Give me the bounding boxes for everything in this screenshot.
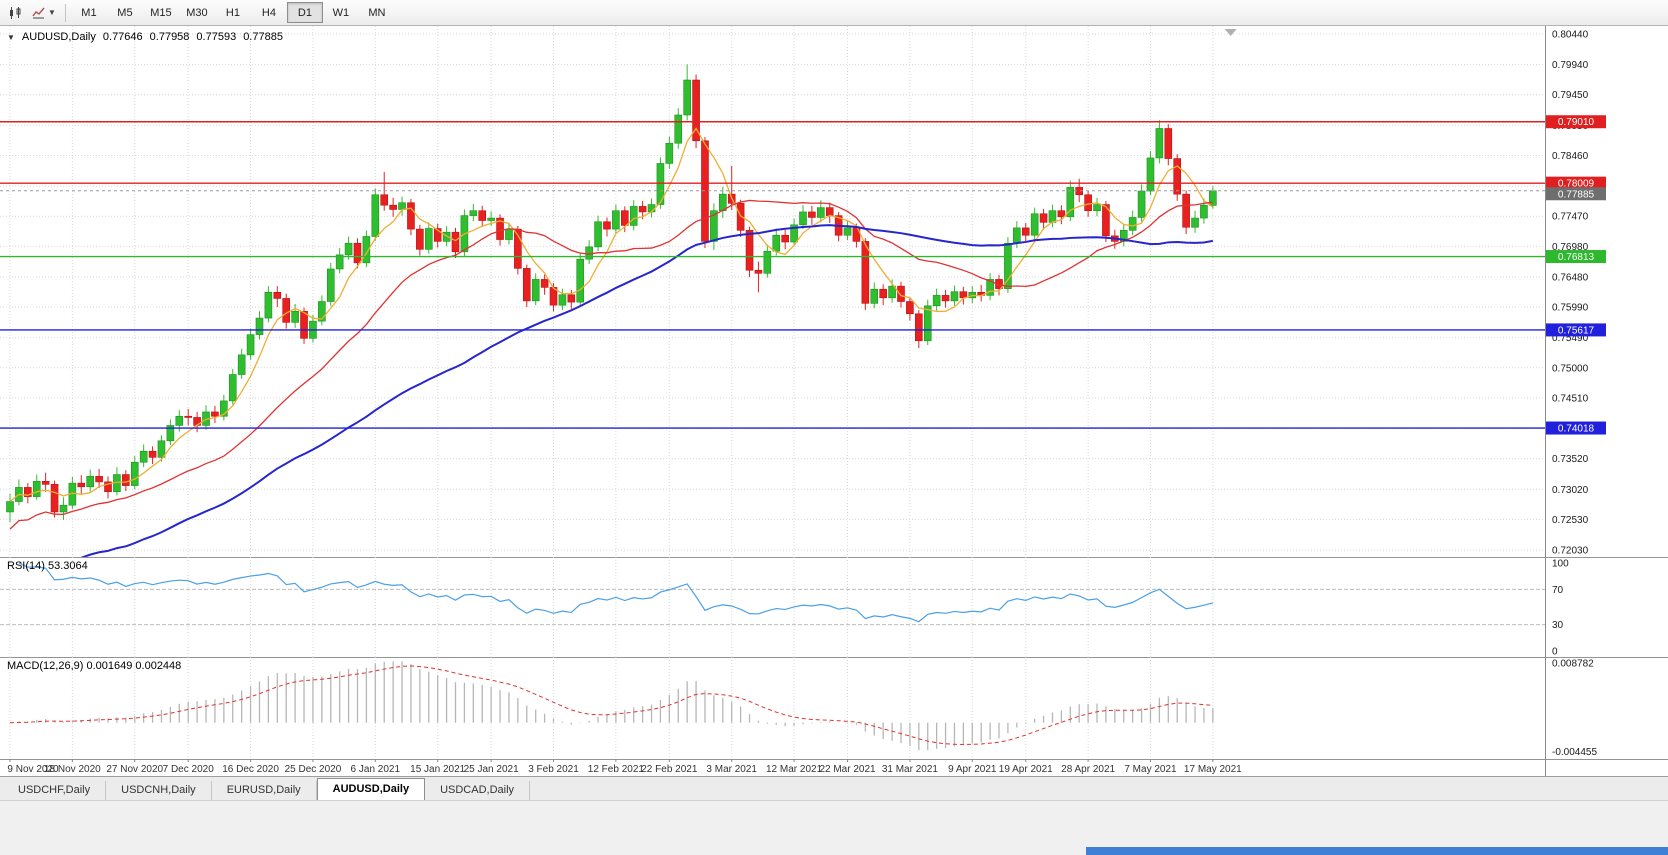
svg-text:0.72530: 0.72530	[1552, 515, 1589, 526]
price-chart-canvas[interactable]: 0.804400.799400.794500.789500.784600.779…	[0, 26, 1668, 557]
svg-text:3 Feb 2021: 3 Feb 2021	[528, 764, 579, 775]
status-bar	[0, 800, 1668, 855]
chart-tab-audusd[interactable]: AUDUSD,Daily	[316, 778, 426, 800]
svg-text:0.75000: 0.75000	[1552, 363, 1589, 374]
svg-text:100: 100	[1552, 559, 1569, 570]
svg-text:0.76980: 0.76980	[1552, 242, 1589, 253]
svg-text:27 Nov 2020: 27 Nov 2020	[106, 764, 163, 775]
svg-text:6 Jan 2021: 6 Jan 2021	[351, 764, 401, 775]
svg-text:0.75990: 0.75990	[1552, 303, 1589, 314]
svg-text:0.78009: 0.78009	[1558, 179, 1595, 190]
svg-text:0.79940: 0.79940	[1552, 60, 1589, 71]
time-axis: 9 Nov 2020 18 Nov 2020 27 Nov 2020 7 Dec 20…	[0, 759, 1668, 776]
macd-label: MACD(12,26,9) 0.001649 0.002448	[7, 660, 182, 672]
svg-text:0.72030: 0.72030	[1552, 546, 1589, 557]
svg-text:25 Jan 2021: 25 Jan 2021	[464, 764, 519, 775]
collapse-ohlc-button[interactable]: ▼	[7, 32, 15, 42]
svg-text:9 Nov 2020: 9 Nov 2020	[7, 764, 59, 775]
timeframe-d1-button[interactable]: D1	[286, 2, 323, 23]
rsi-label: RSI(14) 53.3064	[7, 560, 88, 572]
svg-text:0.79010: 0.79010	[1558, 117, 1595, 128]
svg-text:0.77885: 0.77885	[1558, 189, 1595, 200]
chart-mode-button[interactable]	[4, 2, 28, 23]
svg-text:16 Dec 2020: 16 Dec 2020	[222, 764, 279, 775]
svg-text:22 Mar 2021: 22 Mar 2021	[819, 764, 876, 775]
svg-text:0.73520: 0.73520	[1552, 454, 1589, 465]
svg-text:28 Apr 2021: 28 Apr 2021	[1061, 764, 1115, 775]
svg-text:0.73020: 0.73020	[1552, 485, 1589, 496]
timeframe-m15-button[interactable]: M15	[150, 6, 172, 19]
chart-window: 0.804400.799400.794500.789500.784600.779…	[0, 26, 1668, 776]
chart-tab-bar: USDCHF,Daily USDCNH,Daily EURUSD,Daily AUDU…	[0, 776, 1668, 800]
chart-tab-usdchf[interactable]: USDCHF,Daily	[3, 781, 107, 800]
svg-text:0.76480: 0.76480	[1552, 272, 1589, 283]
timeframe-mn-button[interactable]: MN	[368, 6, 386, 19]
ohlc-open: 0.77646	[102, 31, 143, 43]
svg-text:0.75617: 0.75617	[1558, 325, 1595, 336]
toolbar: ▼ M1 M5 M15 M30 H1 H4 D1 W1 MN	[0, 0, 1668, 26]
timeframe-m5-button[interactable]: M5	[117, 6, 133, 19]
svg-text:15 Jan 2021: 15 Jan 2021	[410, 764, 465, 775]
svg-text:30: 30	[1552, 620, 1564, 631]
ohlc-high: 0.77958	[149, 31, 190, 43]
timeframe-m1-button[interactable]: M1	[81, 6, 97, 19]
price-panel: 0.804400.799400.794500.789500.784600.779…	[0, 26, 1668, 557]
indicator-icon	[32, 7, 45, 18]
svg-text:0.74510: 0.74510	[1552, 393, 1589, 404]
svg-text:0.74018: 0.74018	[1558, 424, 1595, 435]
svg-text:17 May 2021: 17 May 2021	[1184, 764, 1242, 775]
timeframe-w1-button[interactable]: W1	[332, 6, 350, 19]
svg-text:12 Feb 2021: 12 Feb 2021	[588, 764, 645, 775]
svg-text:3 Mar 2021: 3 Mar 2021	[706, 764, 757, 775]
timeframe-m30-button[interactable]: M30	[186, 6, 208, 19]
ohlc-low: 0.77593	[196, 31, 237, 43]
svg-text:70: 70	[1552, 585, 1564, 596]
svg-text:12 Mar 2021: 12 Mar 2021	[766, 764, 823, 775]
toolbar-separator	[64, 3, 66, 22]
svg-text:25 Dec 2020: 25 Dec 2020	[285, 764, 342, 775]
rsi-panel: 100 70 30 0 RSI(14) 53.3064	[0, 557, 1668, 657]
svg-text:7 Dec 2020: 7 Dec 2020	[163, 764, 215, 775]
svg-text:9 Apr 2021: 9 Apr 2021	[948, 764, 997, 775]
candlestick-mode-icon	[10, 6, 21, 19]
svg-text:0.78460: 0.78460	[1552, 151, 1589, 162]
timeframe-group: M1 M5 M15 M30 H1 H4 D1 W1 MN	[71, 2, 395, 23]
macd-chart-canvas[interactable]: 0.008782 -0.004455	[0, 657, 1668, 759]
svg-text:18 Nov 2020: 18 Nov 2020	[44, 764, 101, 775]
chart-title: ▼ AUDUSD,Daily 0.77646 0.77958 0.77593 0…	[7, 31, 283, 43]
macd-panel: 0.008782 -0.004455 MACD(12,26,9) 0.001649…	[0, 657, 1668, 759]
svg-text:0.77470: 0.77470	[1552, 212, 1589, 223]
ohlc-close: 0.77885	[243, 31, 283, 43]
svg-text:19 Apr 2021: 19 Apr 2021	[999, 764, 1053, 775]
svg-text:22 Feb 2021: 22 Feb 2021	[641, 764, 698, 775]
svg-text:0.80440: 0.80440	[1552, 30, 1589, 41]
svg-text:0: 0	[1552, 647, 1558, 658]
svg-text:7 May 2021: 7 May 2021	[1124, 764, 1177, 775]
svg-text:-0.004455: -0.004455	[1552, 747, 1597, 758]
chart-tab-usdcad[interactable]: USDCAD,Daily	[425, 781, 531, 800]
timeframe-h4-button[interactable]: H4	[261, 6, 276, 19]
chart-tab-usdcnh[interactable]: USDCNH,Daily	[106, 781, 212, 800]
svg-text:0.75490: 0.75490	[1552, 333, 1589, 344]
chart-symbol-period: AUDUSD,Daily	[21, 31, 96, 43]
svg-text:31 Mar 2021: 31 Mar 2021	[882, 764, 939, 775]
horizontal-scrollbar-thumb[interactable]	[1086, 847, 1668, 855]
svg-text:0.79450: 0.79450	[1552, 90, 1589, 101]
timeframe-h1-button[interactable]: H1	[225, 6, 240, 19]
svg-text:0.008782: 0.008782	[1552, 659, 1594, 670]
svg-text:0.76813: 0.76813	[1558, 252, 1595, 263]
rsi-chart-canvas[interactable]: 100 70 30 0	[0, 557, 1668, 657]
chevron-down-icon: ▼	[48, 8, 56, 17]
chart-tab-eurusd[interactable]: EURUSD,Daily	[211, 781, 317, 800]
indicator-list-button[interactable]: ▼	[28, 2, 60, 23]
